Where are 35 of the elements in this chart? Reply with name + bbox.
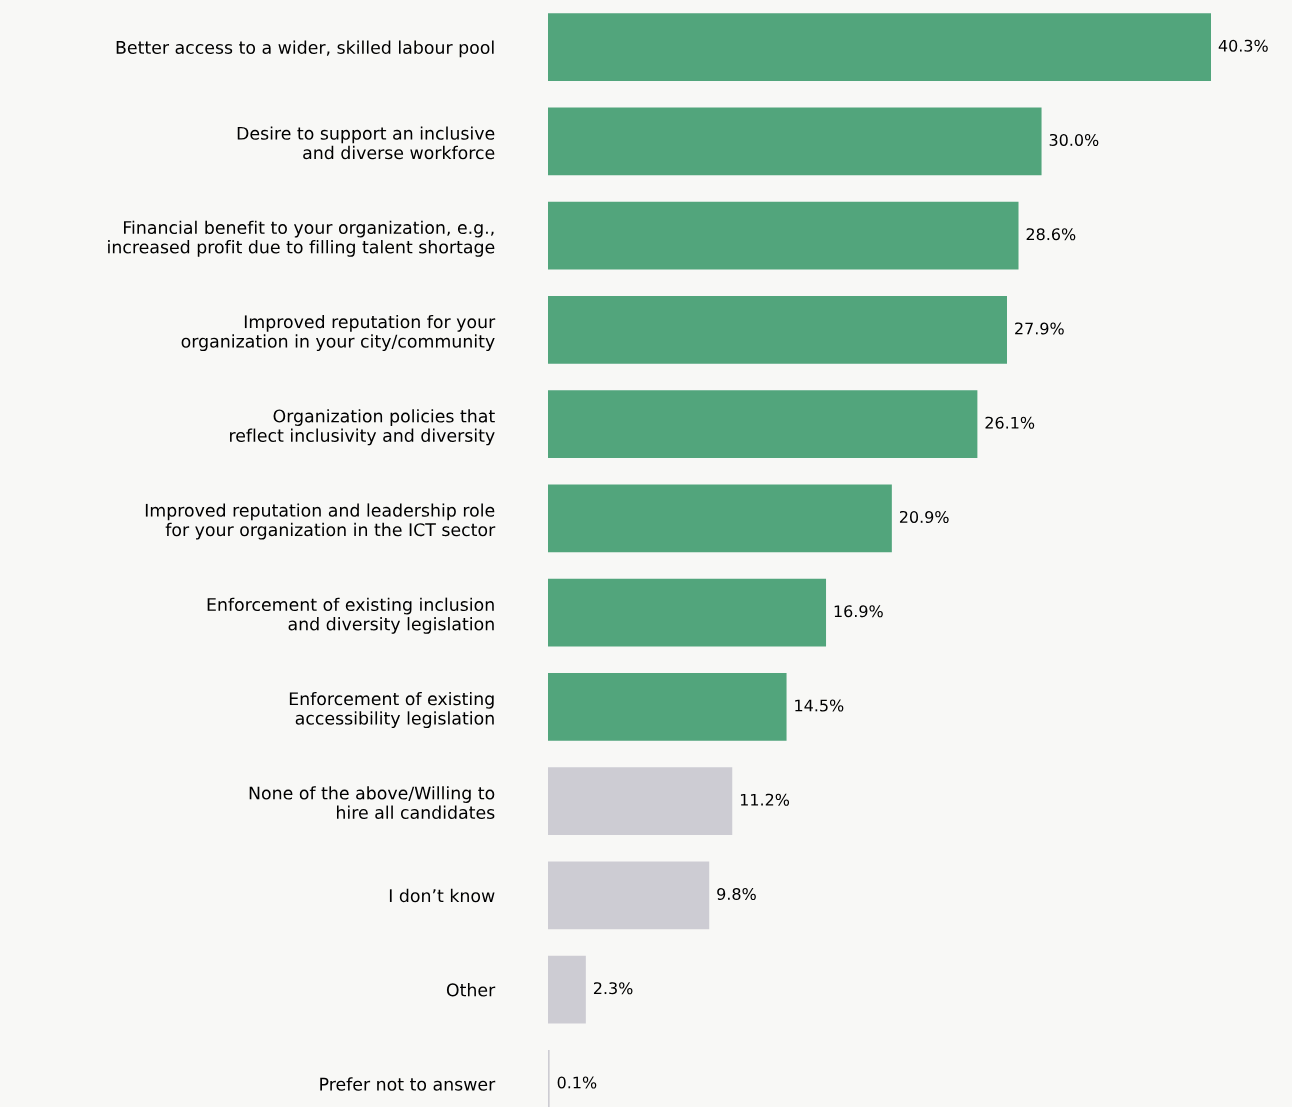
bar (548, 578, 827, 647)
y-tick-label: Improved reputation and leadership role for your organization in the ICT sector (145, 503, 496, 540)
y-tick-label: Other (446, 983, 496, 997)
data-label: 27.9% (1015, 322, 1064, 335)
bar (548, 295, 1007, 364)
bar (548, 672, 787, 741)
y-tick-label: None of the above/Willing to hire all candidates (249, 786, 495, 820)
bar (548, 861, 710, 930)
data-label: 2.3% (593, 982, 633, 995)
data-label: 20.9% (899, 510, 949, 524)
data-label: 16.9% (834, 605, 883, 618)
y-tick-label: Organization policies that reflect inclusivity and diversity (230, 409, 495, 446)
bar (548, 13, 1211, 82)
y-tick-label: Prefer not to answer (320, 1077, 496, 1091)
bar (548, 390, 978, 459)
y-tick-label: Financial benefit to your organization, e.g., increased profit due to filling talent shortage (108, 220, 495, 257)
bar (548, 955, 586, 1024)
y-tick-label: Desire to support an inclusive and diverse workforce (237, 126, 495, 160)
bar (548, 107, 1042, 176)
data-label: 14.5% (795, 699, 844, 712)
y-tick-label: Enforcement of existing inclusion and diversity legislation (207, 597, 494, 634)
y-tick-label: Better access to a wider, skilled labour pool (116, 40, 494, 58)
y-tick-label: I don’t know (389, 888, 495, 903)
bar (548, 484, 892, 553)
data-label: 0.1% (557, 1076, 597, 1089)
y-tick-label: Improved reputation for your organization in your city/community (181, 314, 496, 352)
data-label: 28.6% (1026, 228, 1076, 241)
data-label: 30.0% (1049, 133, 1099, 147)
bar (548, 767, 733, 836)
data-label: 26.1% (985, 416, 1035, 429)
y-tick-label: Enforcement of existing accessibility legislation (289, 691, 494, 729)
data-label: 40.3% (1218, 39, 1268, 52)
bar (548, 201, 1019, 270)
data-label: 11.2% (740, 793, 790, 806)
data-label: 9.8% (717, 887, 756, 901)
